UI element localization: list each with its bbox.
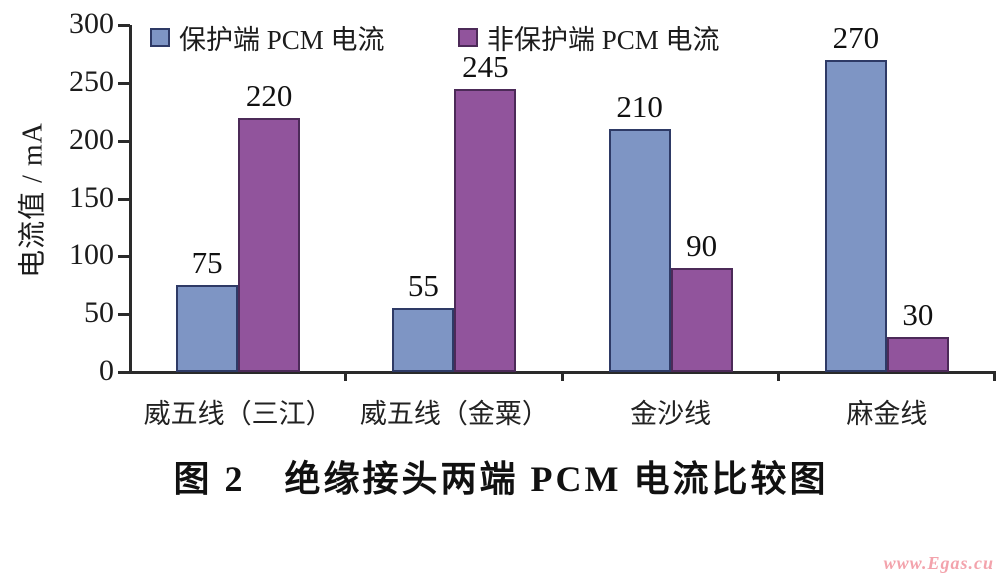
bar-protected bbox=[392, 308, 455, 372]
y-axis-tick bbox=[118, 371, 130, 374]
watermark-text: www.Egas.cu bbox=[883, 553, 994, 573]
bar-value-label: 75 bbox=[191, 245, 223, 281]
bar-value-label: 270 bbox=[832, 19, 880, 55]
legend-item-unprotected: 非保护端 PCM 电流 bbox=[458, 18, 720, 57]
bar-unprotected bbox=[886, 337, 949, 372]
y-tick-label: 250 bbox=[69, 64, 114, 98]
bar-value-label: 245 bbox=[462, 48, 509, 84]
x-axis-tick bbox=[560, 371, 564, 381]
bar-protected bbox=[824, 59, 887, 372]
y-axis-tick bbox=[118, 81, 130, 85]
legend-label-unprotected: 非保护端 PCM 电流 bbox=[487, 25, 720, 55]
bar-unprotected bbox=[670, 267, 733, 372]
x-category-label: 威五线（金粟） bbox=[359, 399, 549, 429]
legend-item-protected: 保护端 PCM 电流 bbox=[150, 18, 385, 57]
legend-label-protected: 保护端 PCM 电流 bbox=[179, 25, 385, 55]
y-axis-tick bbox=[118, 255, 130, 259]
bar-value-label: 90 bbox=[686, 227, 718, 263]
y-axis-tick bbox=[118, 197, 130, 201]
x-category-label: 麻金线 bbox=[846, 399, 928, 429]
bar-value-label: 30 bbox=[902, 297, 934, 333]
x-axis-tick bbox=[344, 371, 348, 381]
bar-value-label: 220 bbox=[245, 77, 293, 113]
y-tick-label: 300 bbox=[69, 7, 114, 40]
legend-swatch-unprotected bbox=[458, 28, 478, 47]
bar-protected bbox=[176, 285, 239, 372]
y-tick-label: 50 bbox=[84, 296, 114, 330]
y-axis-tick bbox=[118, 24, 130, 27]
bar-unprotected bbox=[238, 117, 301, 372]
y-tick-label: 150 bbox=[69, 180, 114, 214]
y-tick-label: 0 bbox=[99, 354, 114, 387]
x-category-label: 金沙线 bbox=[630, 399, 712, 429]
figure-caption: 图 2 绝缘接头两端 PCM 电流比较图 bbox=[173, 459, 829, 499]
x-axis-tick bbox=[993, 371, 996, 381]
bar-value-label: 55 bbox=[407, 268, 439, 304]
bar-protected bbox=[608, 129, 671, 372]
legend-swatch-protected bbox=[150, 28, 170, 47]
x-axis-tick bbox=[776, 371, 780, 381]
y-axis-tick bbox=[118, 139, 130, 143]
bar-value-label: 210 bbox=[616, 89, 663, 125]
y-tick-label: 200 bbox=[69, 122, 114, 156]
bar-unprotected bbox=[454, 88, 517, 372]
y-axis-line bbox=[129, 25, 132, 374]
x-category-label: 威五线（三江） bbox=[143, 399, 333, 429]
y-axis-tick bbox=[118, 313, 130, 317]
y-tick-label: 100 bbox=[69, 238, 114, 272]
